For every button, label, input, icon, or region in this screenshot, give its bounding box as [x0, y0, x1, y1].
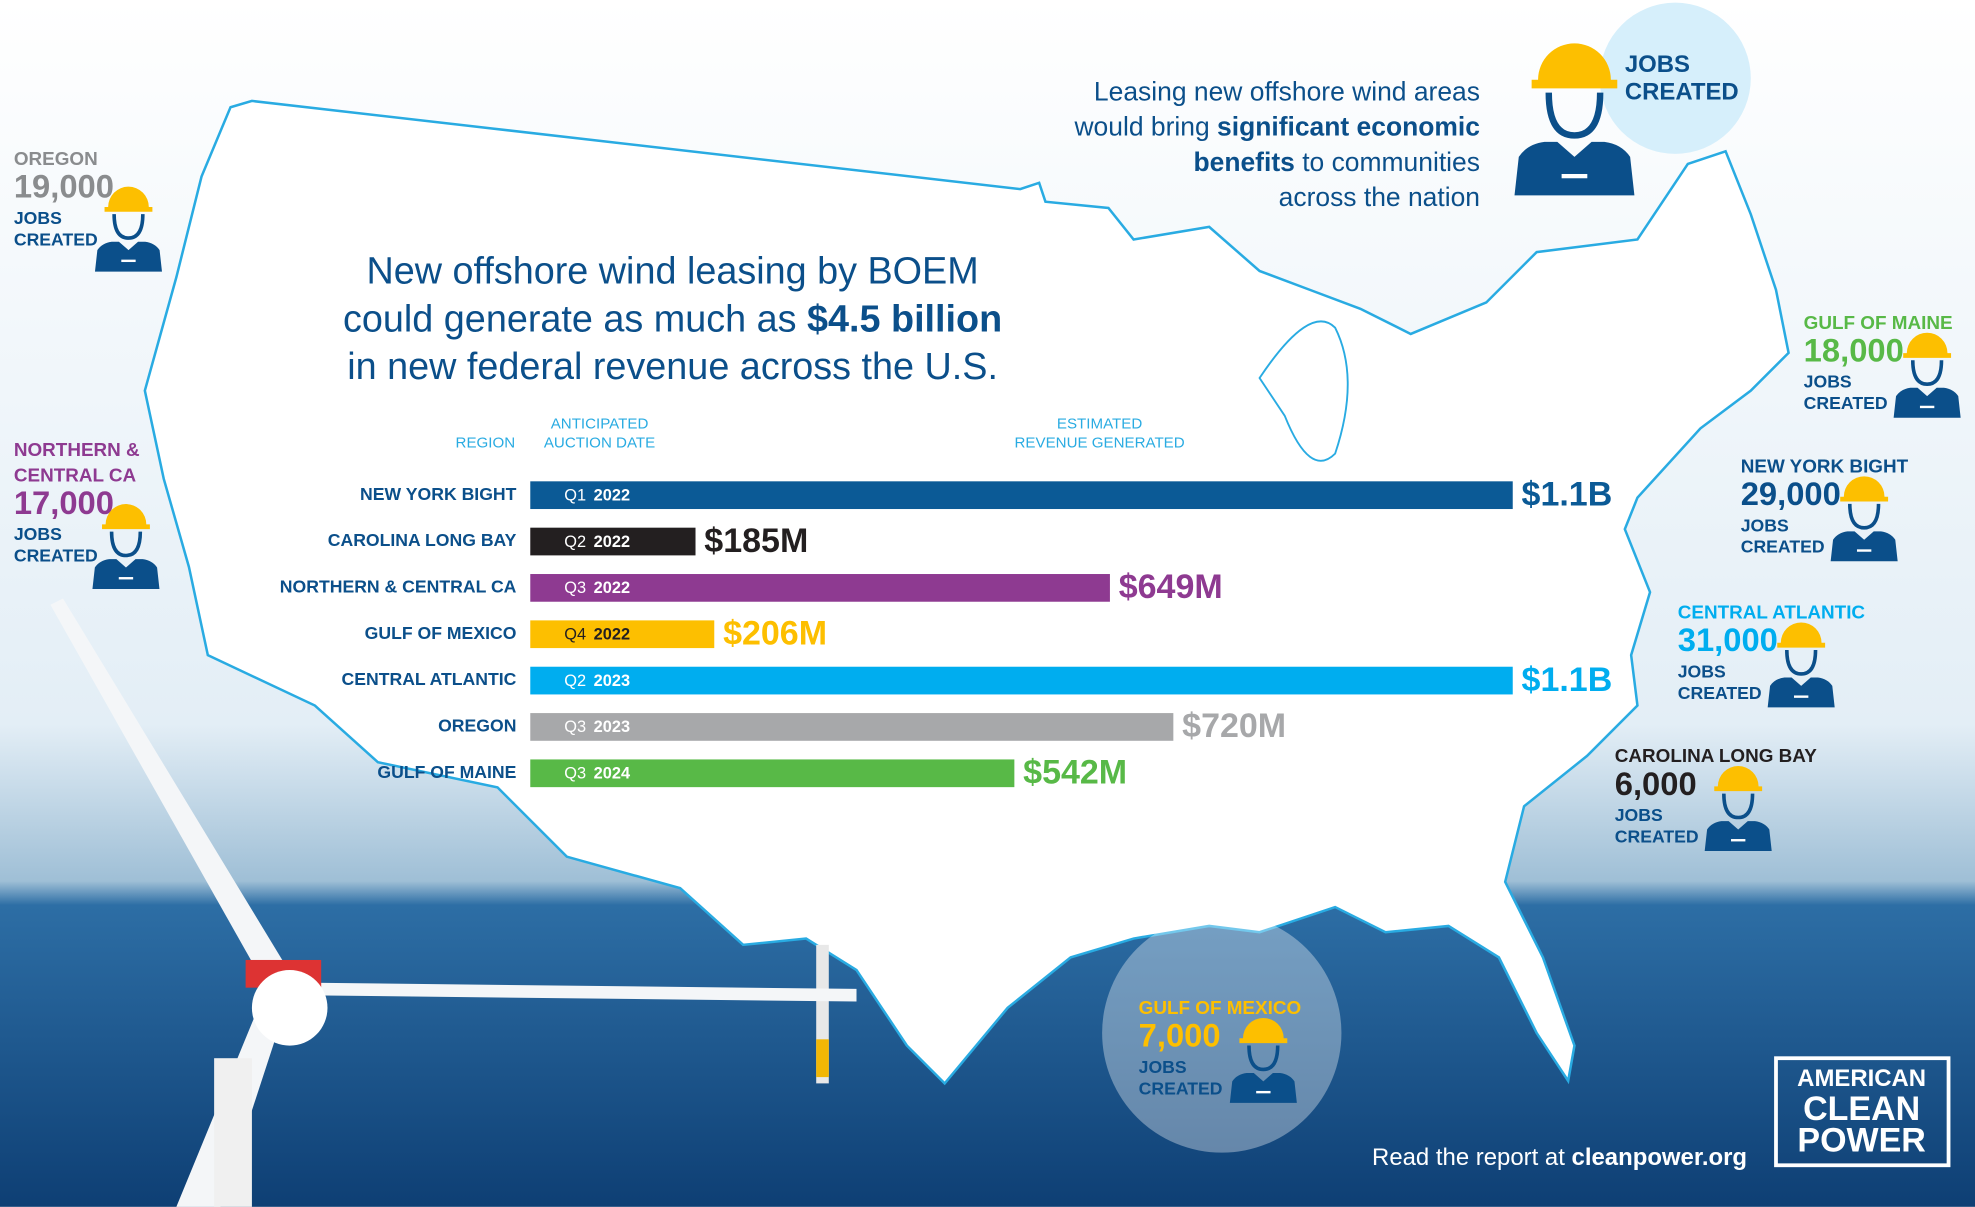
title-line-part: $4.5 billion [807, 298, 1002, 340]
callout-label: JOBS [1741, 515, 1789, 535]
auction-year: 2022 [594, 579, 630, 597]
auction-year: 2023 [594, 672, 630, 690]
auction-quarter: Q3 [564, 765, 586, 783]
column-header: AUCTION DATE [544, 435, 655, 452]
callout-label: JOBS [1615, 805, 1663, 825]
title-line-part: New offshore wind leasing by BOEM [366, 250, 978, 292]
auction-quarter: Q2 [564, 533, 586, 551]
callout-label: JOBS [14, 208, 62, 228]
callout-jobs: 17,000 [14, 484, 114, 521]
auction-date: Q3 2023 [564, 719, 630, 737]
callout-jobs: 29,000 [1741, 475, 1841, 512]
logo-text: AMERICAN [1797, 1065, 1926, 1092]
page: New offshore wind leasing by BOEM could g… [0, 0, 1975, 1207]
value-label: $649M [1119, 568, 1223, 606]
intro-line: would bring significant economic [1073, 112, 1480, 142]
callout-region: NORTHERN & [14, 440, 140, 461]
footer-link: Read the report at cleanpower.org [1372, 1144, 1747, 1171]
badge-text: JOBS [1625, 51, 1690, 78]
callout-label: CREATED [14, 229, 98, 249]
column-header: REVENUE GENERATED [1015, 435, 1185, 452]
footer-link-part: cleanpower.org [1572, 1144, 1747, 1171]
region-label: GULF OF MEXICO [365, 623, 517, 643]
title-line: New offshore wind leasing by BOEM [366, 250, 978, 292]
callout-label: CREATED [14, 546, 98, 566]
callout-jobs: 18,000 [1804, 332, 1904, 369]
callout-label: CREATED [1741, 537, 1825, 557]
pocket [1562, 174, 1588, 178]
auction-date: Q1 2022 [564, 487, 630, 505]
column-header: ANTICIPATED [551, 416, 649, 433]
intro-line-part: would bring [1073, 112, 1217, 142]
pocket [1794, 695, 1808, 697]
auction-quarter: Q1 [564, 487, 586, 505]
value-label: $1.1B [1522, 475, 1613, 513]
region-label: NORTHERN & CENTRAL CA [280, 577, 517, 597]
callout-label: CREATED [1678, 683, 1762, 703]
auction-year: 2023 [594, 719, 630, 737]
callout-label: JOBS [1139, 1057, 1187, 1077]
value-label: $1.1B [1522, 661, 1613, 699]
bar [530, 481, 1512, 509]
auction-quarter: Q4 [564, 626, 586, 644]
region-label: OREGON [438, 716, 516, 736]
auction-date: Q3 2024 [564, 765, 631, 783]
auction-year: 2022 [594, 487, 630, 505]
pocket [121, 260, 135, 262]
intro-line-part: across the nation [1279, 182, 1480, 212]
auction-quarter: Q3 [564, 719, 586, 737]
callout-jobs: 7,000 [1139, 1017, 1221, 1054]
footer-link-part: Read the report at [1372, 1144, 1571, 1171]
callout-label: JOBS [1678, 661, 1726, 681]
value-label: $185M [704, 522, 808, 560]
auction-year: 2024 [594, 765, 631, 783]
callout-jobs: 6,000 [1615, 765, 1697, 802]
intro-line-part: benefits [1193, 147, 1294, 177]
intro-line-part: significant economic [1217, 112, 1480, 142]
title-line-part: could generate as much as [343, 298, 807, 340]
intro-line-part: to communities [1295, 147, 1480, 177]
callout-jobs: 31,000 [1678, 621, 1778, 658]
intro-line-part: Leasing new offshore wind areas [1094, 76, 1480, 106]
intro-line: Leasing new offshore wind areas [1094, 76, 1480, 106]
auction-quarter: Q2 [564, 672, 586, 690]
logo-text: POWER [1797, 1122, 1925, 1160]
auction-year: 2022 [594, 533, 630, 551]
pocket [1731, 839, 1745, 841]
callout-label: JOBS [1804, 372, 1852, 392]
pocket [1920, 406, 1934, 408]
badge-text: CREATED [1625, 79, 1739, 106]
callout-label: CREATED [1139, 1078, 1223, 1098]
title-line: could generate as much as $4.5 billion [343, 298, 1002, 340]
infographic: New offshore wind leasing by BOEM could g… [0, 0, 1975, 1207]
auction-date: Q4 2022 [564, 626, 630, 644]
auction-quarter: Q3 [564, 579, 586, 597]
title-line-part: in new federal revenue across the U.S. [347, 346, 998, 388]
pocket [1857, 549, 1871, 551]
region-label: NEW YORK BIGHT [360, 484, 517, 504]
column-header: ESTIMATED [1057, 416, 1142, 433]
title-line: in new federal revenue across the U.S. [347, 346, 998, 388]
auction-date: Q2 2023 [564, 672, 630, 690]
value-label: $720M [1182, 707, 1286, 745]
auction-date: Q2 2022 [564, 533, 630, 551]
region-label: CAROLINA LONG BAY [328, 530, 517, 550]
callout-label: CREATED [1615, 826, 1699, 846]
callout-label: JOBS [14, 524, 62, 544]
callout-label: CREATED [1804, 393, 1888, 413]
intro-line: benefits to communities [1193, 147, 1480, 177]
pocket [119, 577, 133, 579]
region-label: CENTRAL ATLANTIC [341, 669, 516, 689]
value-label: $206M [723, 614, 827, 652]
bar [530, 667, 1512, 695]
callout-jobs: 19,000 [14, 168, 114, 205]
auction-year: 2022 [594, 626, 630, 644]
region-label: GULF OF MAINE [377, 762, 516, 782]
pocket [1256, 1091, 1270, 1093]
intro-line: across the nation [1279, 182, 1480, 212]
auction-date: Q3 2022 [564, 579, 630, 597]
value-label: $542M [1023, 754, 1127, 792]
column-header: REGION [456, 435, 516, 452]
